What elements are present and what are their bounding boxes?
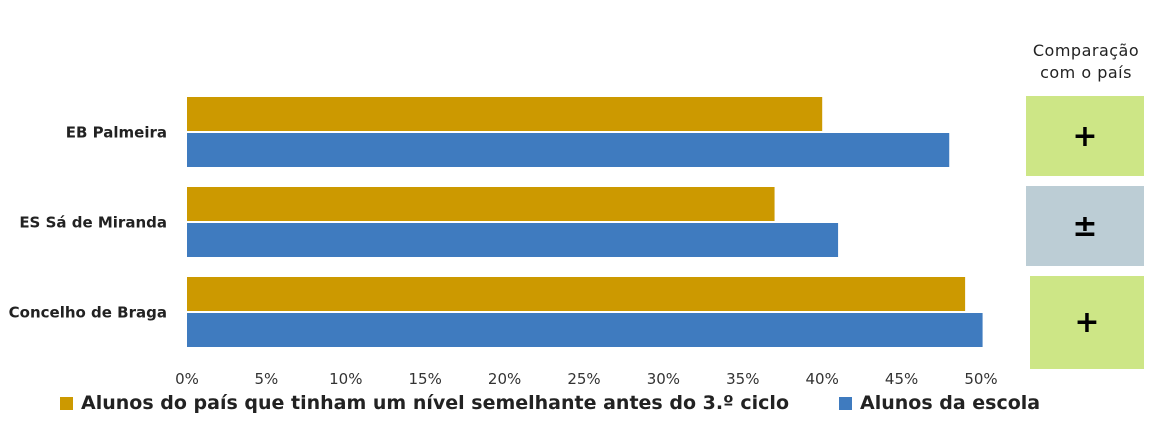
x-tick-label: 35% bbox=[726, 370, 759, 388]
bar-pais-1 bbox=[187, 187, 775, 221]
legend-swatch-pais bbox=[60, 396, 73, 410]
comparison-header-line2: com o país bbox=[1040, 63, 1132, 82]
comparison-symbol: + bbox=[1074, 305, 1100, 340]
bar-escola-1 bbox=[187, 223, 839, 257]
bar-chart: EB Palmeira ES Sá de Miranda Concelho de B… bbox=[9, 97, 998, 388]
legend-item-pais: Alunos do país que tinham um nível semel… bbox=[60, 392, 789, 414]
x-tick-label: 25% bbox=[567, 370, 600, 388]
legend: Alunos do país que tinham um nível semel… bbox=[60, 392, 1040, 414]
bar-escola-0 bbox=[187, 133, 950, 167]
x-tick-label: 40% bbox=[806, 370, 839, 388]
comparison-header: Comparação com o país bbox=[1024, 40, 1148, 84]
x-tick-label: 10% bbox=[329, 370, 362, 388]
comparison-symbol: + bbox=[1072, 118, 1098, 154]
legend-item-escola: Alunos da escola bbox=[839, 392, 1040, 414]
comparison-box-concelho-de-braga: + bbox=[1030, 276, 1144, 369]
legend-label-escola: Alunos da escola bbox=[860, 392, 1041, 414]
x-tick-label: 30% bbox=[647, 370, 680, 388]
x-tick-label: 5% bbox=[255, 370, 279, 388]
x-tick-label: 50% bbox=[964, 370, 997, 388]
comparison-header-line1: Comparação bbox=[1032, 41, 1140, 60]
category-label: ES Sá de Miranda bbox=[19, 214, 167, 232]
category-label: Concelho de Braga bbox=[9, 304, 167, 322]
bar-pais-0 bbox=[187, 97, 823, 131]
comparison-box-es-sa-de-miranda: ± bbox=[1026, 186, 1144, 266]
x-tick-label: 20% bbox=[488, 370, 521, 388]
bar-pais-2 bbox=[187, 277, 966, 311]
legend-swatch-escola bbox=[839, 396, 852, 410]
category-label: EB Palmeira bbox=[66, 124, 167, 142]
legend-label-pais: Alunos do país que tinham um nível semel… bbox=[81, 392, 789, 414]
bar-escola-2 bbox=[187, 313, 983, 347]
comparison-symbol: ± bbox=[1072, 208, 1098, 244]
x-tick-label: 45% bbox=[885, 370, 918, 388]
x-tick-label: 0% bbox=[175, 370, 199, 388]
comparison-box-eb-palmeira: + bbox=[1026, 96, 1144, 176]
x-tick-label: 15% bbox=[409, 370, 442, 388]
